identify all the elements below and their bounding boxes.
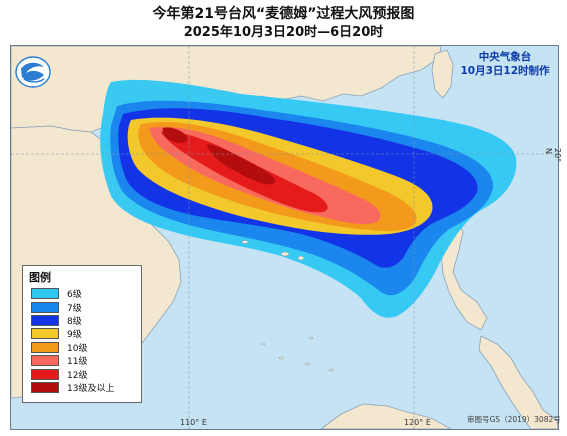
- legend-swatch: [31, 368, 59, 380]
- legend-swatch: [31, 328, 59, 340]
- legend-item: 12级: [23, 367, 141, 381]
- map-subtitle: 2025年10月3日20时—6日20时: [183, 25, 384, 40]
- title-block: 今年第21号台风“麦德姆”过程大风预报图 2025年10月3日20时—6日20时: [0, 0, 567, 44]
- legend: 图例 6级 7级 8级 9级 10级 11级 12级 13级及以上: [22, 265, 142, 403]
- agency-name: 中央气象台: [478, 51, 532, 63]
- legend-swatch: [31, 288, 59, 300]
- cma-logo-icon: [15, 56, 51, 88]
- islands: [241, 240, 334, 372]
- legend-label: 12级: [67, 370, 88, 381]
- graticule: [11, 46, 558, 429]
- legend-swatch: [31, 355, 59, 367]
- legend-label: 6级: [67, 290, 82, 301]
- map-title: 今年第21号台风“麦德姆”过程大风预报图: [152, 6, 415, 22]
- legend-title: 图例: [29, 271, 51, 284]
- wind-zone-13-plus: [162, 127, 188, 143]
- legend-swatch: [31, 301, 59, 313]
- review-number: 审图号GS（2019）3082号: [467, 415, 561, 424]
- legend-label: 7级: [67, 303, 82, 314]
- legend-label: 13级及以上: [67, 383, 115, 394]
- land-borneo: [320, 403, 452, 429]
- legend-swatch: [31, 341, 59, 353]
- issue-time: 10月3日12时制作: [460, 65, 550, 77]
- land-philippines: [440, 217, 488, 331]
- issuing-agency: 中央气象台 10月3日12时制作: [455, 50, 555, 78]
- legend-item: 8级: [23, 314, 141, 327]
- legend-label: 11级: [67, 357, 88, 368]
- legend-swatch: [31, 314, 59, 326]
- longitude-label-110: 110° E: [180, 418, 207, 427]
- legend-item: 7级: [23, 300, 141, 314]
- legend-swatch: [31, 381, 59, 393]
- legend-item: 6级: [23, 287, 141, 300]
- land-taiwan: [431, 49, 454, 99]
- legend-item: 13级及以上: [23, 381, 141, 394]
- legend-item: 11级: [23, 354, 141, 367]
- latitude-label-20: 20° N: [544, 148, 562, 163]
- wind-zone-13-plus: [207, 144, 276, 185]
- legend-item: 10级: [23, 341, 141, 354]
- legend-label: 9级: [67, 330, 82, 341]
- legend-item: 9级: [23, 327, 141, 340]
- longitude-label-120: 120° E: [404, 418, 431, 427]
- land-philippines-south: [478, 335, 558, 429]
- legend-label: 10级: [67, 343, 88, 354]
- legend-label: 8级: [67, 316, 82, 327]
